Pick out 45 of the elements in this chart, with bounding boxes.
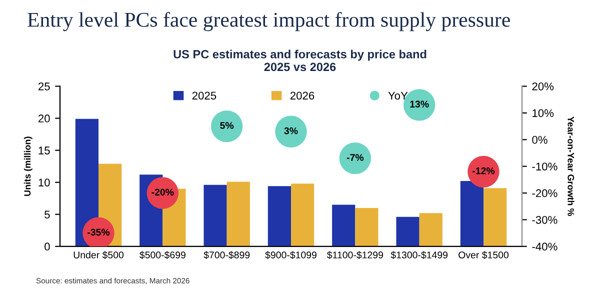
legend-label: 2025: [192, 92, 216, 100]
x-tick-label: Under $500: [74, 251, 124, 259]
y2-tick-label: -30%: [532, 216, 558, 224]
y-tick-label: 5: [44, 210, 50, 219]
bar: [484, 188, 507, 246]
bar: [460, 181, 484, 246]
x-tick-label: $900-$1099: [265, 251, 316, 259]
x-tick-label: $500-$699: [140, 251, 186, 259]
y-tick-label: 10: [38, 178, 50, 186]
legend-label: 2026: [290, 92, 314, 100]
data-label: 3%: [284, 127, 298, 134]
bar: [204, 184, 227, 246]
y-tick-label: 25: [38, 82, 50, 90]
point: [211, 110, 243, 142]
y-axis-title: Units (million): [24, 136, 32, 196]
x-tick-label: $1100-$1299: [326, 251, 384, 259]
y2-tick-label: 10%: [532, 109, 554, 118]
y-tick-label: 15: [38, 146, 50, 154]
bar: [268, 186, 291, 246]
x-tick-label: $700-$899: [204, 251, 250, 259]
y-tick-label: 0: [44, 242, 50, 251]
y2-tick-label: -20%: [532, 189, 558, 198]
y2-tick-label: 20%: [532, 82, 554, 90]
bar: [226, 182, 250, 246]
y-tick-label: 20: [38, 114, 50, 122]
bar: [291, 184, 314, 246]
x-tick-label: Over $1500: [458, 251, 509, 259]
chart-title: Entry level PCs face greatest impact from supply pressure: [28, 12, 510, 32]
y2-tick-label: 0%: [532, 136, 548, 144]
data-label: -20%: [152, 188, 174, 196]
y2-tick-label: -10%: [532, 162, 558, 170]
bar: [396, 216, 420, 246]
y2-axis-title: Year-on-Year Growth %: [568, 116, 574, 216]
legend-label: YoY: [388, 92, 408, 100]
y2-tick-label: -40%: [532, 242, 558, 251]
bar: [355, 208, 378, 246]
data-label: -7%: [346, 154, 364, 161]
data-label: -35%: [88, 228, 110, 236]
data-label: -12%: [472, 167, 495, 174]
bar: [332, 204, 356, 246]
bar: [419, 213, 442, 246]
x-tick-label: $1300-$1499: [390, 251, 448, 259]
data-label: 5%: [220, 122, 234, 129]
data-label: 13%: [410, 100, 429, 108]
chart-subtitle: US PC estimates and forecasts by price band 2025 vs 2026: [174, 50, 426, 72]
